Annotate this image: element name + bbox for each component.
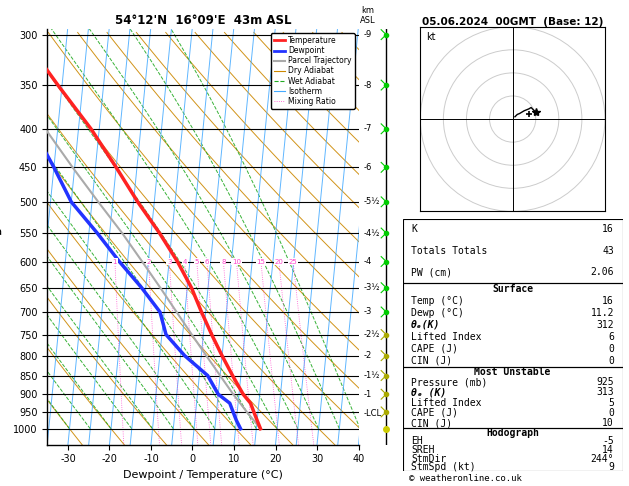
Text: 5: 5 bbox=[194, 259, 199, 264]
Bar bbox=[403, 366, 623, 429]
Text: 9: 9 bbox=[608, 462, 614, 472]
Text: 0: 0 bbox=[608, 344, 614, 354]
Text: CAPE (J): CAPE (J) bbox=[411, 408, 459, 418]
Text: -LCL: -LCL bbox=[364, 409, 382, 418]
Text: Totals Totals: Totals Totals bbox=[411, 246, 487, 256]
Text: θₑ (K): θₑ (K) bbox=[411, 387, 447, 398]
Text: CIN (J): CIN (J) bbox=[411, 418, 452, 428]
Text: Dewp (°C): Dewp (°C) bbox=[411, 308, 464, 318]
Text: 6: 6 bbox=[204, 259, 209, 264]
Text: kt: kt bbox=[426, 32, 435, 42]
Text: StmSpd (kt): StmSpd (kt) bbox=[411, 462, 476, 472]
Text: 2.06: 2.06 bbox=[591, 267, 614, 278]
Text: -1½: -1½ bbox=[364, 371, 380, 380]
Text: -9: -9 bbox=[364, 30, 372, 39]
Text: -4: -4 bbox=[364, 257, 372, 266]
Y-axis label: hPa: hPa bbox=[0, 227, 3, 237]
Text: Hodograph: Hodograph bbox=[486, 428, 539, 438]
Text: -2: -2 bbox=[364, 351, 372, 360]
Text: 5: 5 bbox=[608, 398, 614, 408]
Text: 2: 2 bbox=[147, 259, 151, 264]
Text: 15: 15 bbox=[257, 259, 265, 264]
Text: 313: 313 bbox=[596, 387, 614, 398]
Text: EH: EH bbox=[411, 436, 423, 446]
Title: 54°12'N  16°09'E  43m ASL: 54°12'N 16°09'E 43m ASL bbox=[114, 14, 291, 27]
Text: StmDir: StmDir bbox=[411, 453, 447, 464]
Legend: Temperature, Dewpoint, Parcel Trajectory, Dry Adiabat, Wet Adiabat, Isotherm, Mi: Temperature, Dewpoint, Parcel Trajectory… bbox=[270, 33, 355, 109]
Text: Surface: Surface bbox=[492, 284, 533, 294]
Text: 925: 925 bbox=[596, 377, 614, 387]
Text: 16: 16 bbox=[602, 296, 614, 306]
Text: -7: -7 bbox=[364, 124, 372, 133]
Text: -5½: -5½ bbox=[364, 197, 380, 207]
Text: 0: 0 bbox=[608, 356, 614, 365]
Text: -4½: -4½ bbox=[364, 228, 380, 238]
Text: 0: 0 bbox=[608, 408, 614, 418]
Text: 3: 3 bbox=[167, 259, 172, 264]
Text: 10: 10 bbox=[602, 418, 614, 428]
Bar bbox=[403, 429, 623, 471]
Text: 25: 25 bbox=[289, 259, 298, 264]
Text: 8: 8 bbox=[221, 259, 226, 264]
Text: © weatheronline.co.uk: © weatheronline.co.uk bbox=[409, 474, 521, 483]
Text: -6: -6 bbox=[364, 163, 372, 172]
Text: -3: -3 bbox=[364, 308, 372, 316]
Text: 6: 6 bbox=[608, 332, 614, 342]
Bar bbox=[403, 219, 623, 283]
Text: 4: 4 bbox=[182, 259, 187, 264]
Text: km
ASL: km ASL bbox=[360, 6, 375, 25]
Text: 11.2: 11.2 bbox=[591, 308, 614, 318]
Text: 312: 312 bbox=[596, 320, 614, 330]
Text: CAPE (J): CAPE (J) bbox=[411, 344, 459, 354]
Text: -1: -1 bbox=[364, 390, 372, 399]
X-axis label: Dewpoint / Temperature (°C): Dewpoint / Temperature (°C) bbox=[123, 470, 283, 480]
Text: Most Unstable: Most Unstable bbox=[474, 367, 551, 377]
Text: 43: 43 bbox=[602, 246, 614, 256]
Text: Pressure (mb): Pressure (mb) bbox=[411, 377, 487, 387]
Text: PW (cm): PW (cm) bbox=[411, 267, 452, 278]
Text: 20: 20 bbox=[274, 259, 283, 264]
Text: 16: 16 bbox=[602, 225, 614, 234]
Text: 1: 1 bbox=[113, 259, 117, 264]
Bar bbox=[403, 283, 623, 366]
Text: 14: 14 bbox=[602, 445, 614, 455]
Text: SREH: SREH bbox=[411, 445, 435, 455]
Text: -5: -5 bbox=[602, 436, 614, 446]
Text: Lifted Index: Lifted Index bbox=[411, 398, 482, 408]
Text: 05.06.2024  00GMT  (Base: 12): 05.06.2024 00GMT (Base: 12) bbox=[422, 17, 603, 27]
Text: 244°: 244° bbox=[591, 453, 614, 464]
Text: -8: -8 bbox=[364, 81, 372, 89]
Text: Temp (°C): Temp (°C) bbox=[411, 296, 464, 306]
Text: Lifted Index: Lifted Index bbox=[411, 332, 482, 342]
Text: θₑ(K): θₑ(K) bbox=[411, 320, 441, 330]
Text: -3½: -3½ bbox=[364, 283, 381, 292]
Text: -2½: -2½ bbox=[364, 330, 380, 339]
Text: 10: 10 bbox=[232, 259, 241, 264]
Text: CIN (J): CIN (J) bbox=[411, 356, 452, 365]
Text: K: K bbox=[411, 225, 417, 234]
